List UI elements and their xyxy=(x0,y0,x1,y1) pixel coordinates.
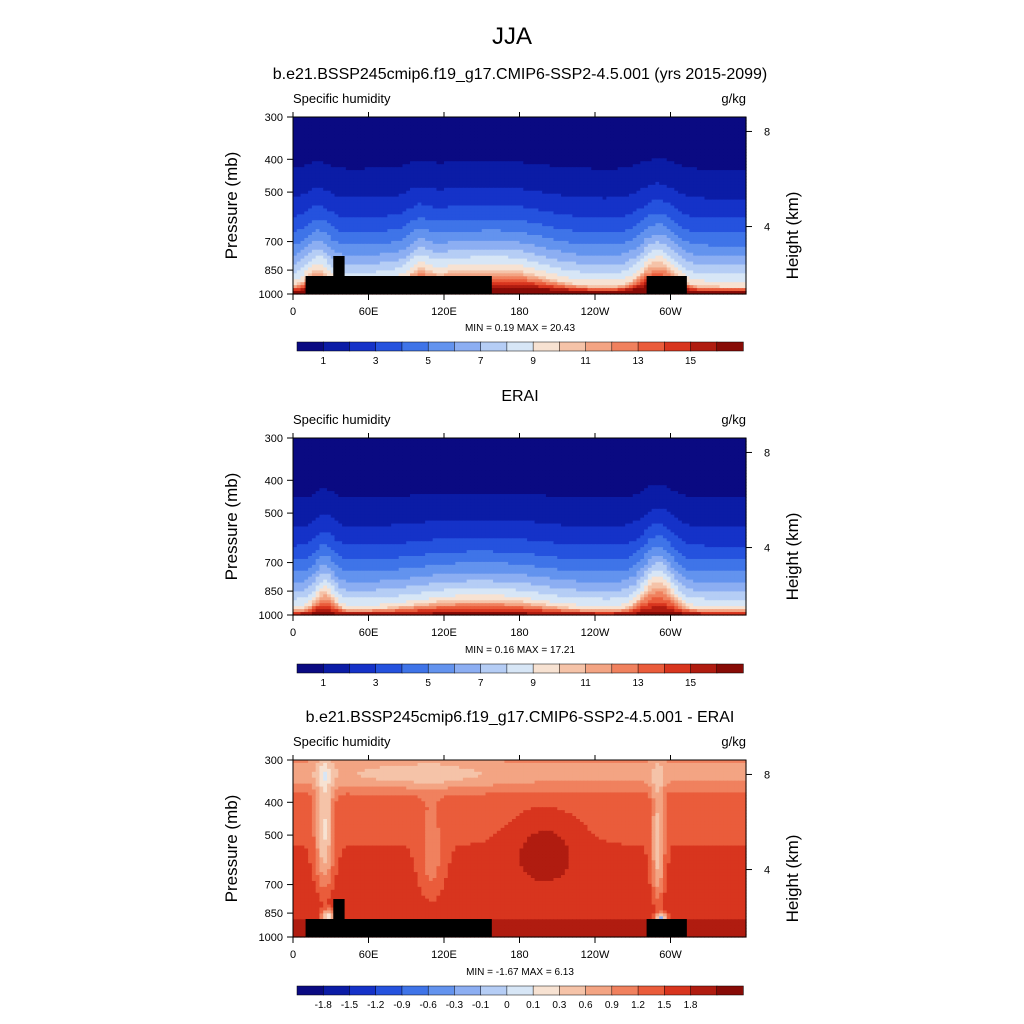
figure-title: JJA xyxy=(492,23,532,50)
plot-area: 0 60E 120E 180 120W 60W300400500700850100084P… xyxy=(222,112,802,318)
figure: JJA b.e21.BSSP245cmip6.f19_g17.CMIP6-SSP… xyxy=(0,0,1024,1024)
panel-model: b.e21.BSSP245cmip6.f19_g17.CMIP6-SSP2-4.… xyxy=(222,66,802,367)
units-label: g/kg xyxy=(721,91,746,106)
panel-title: b.e21.BSSP245cmip6.f19_g17.CMIP6-SSP2-4.… xyxy=(273,66,768,83)
variable-label: Specific humidity xyxy=(293,91,391,106)
